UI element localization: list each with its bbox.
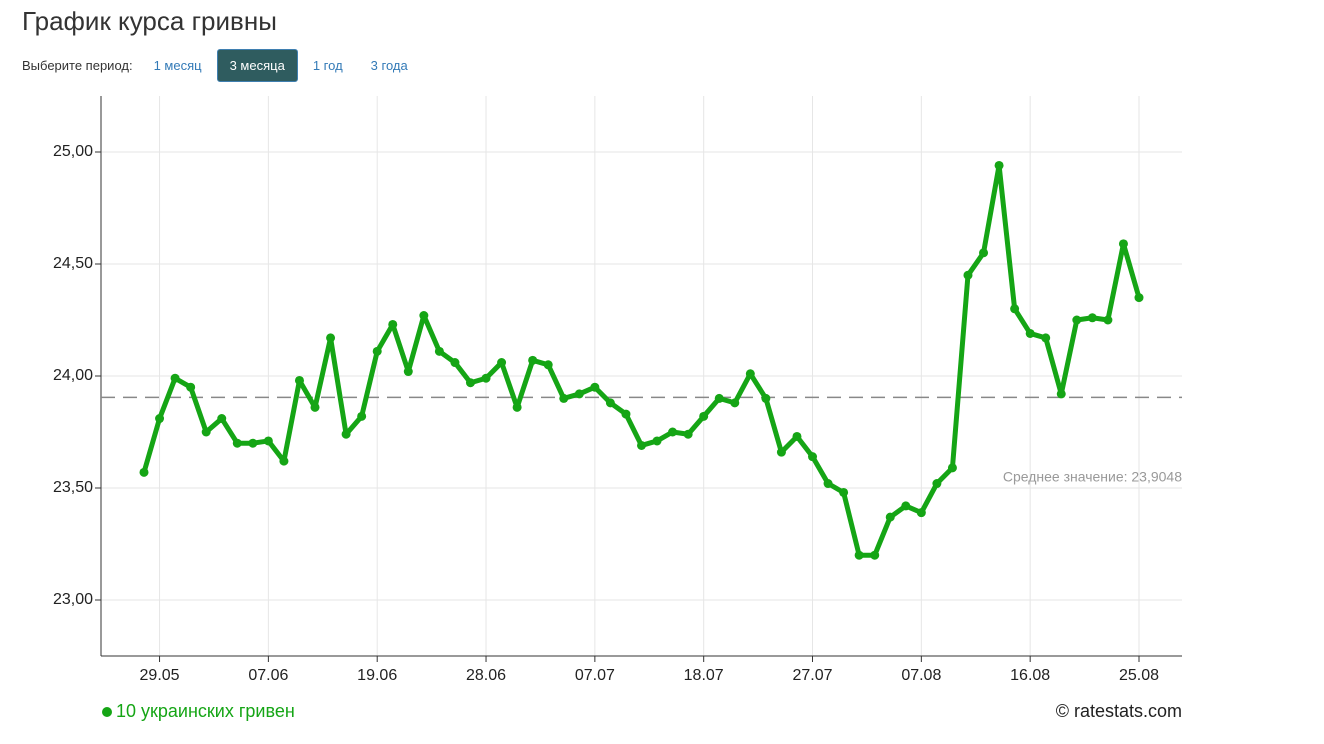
data-point bbox=[232, 438, 242, 448]
x-tick-label: 07.06 bbox=[248, 667, 288, 684]
data-point bbox=[1072, 315, 1082, 325]
data-point bbox=[776, 447, 786, 457]
series-line bbox=[141, 162, 1142, 558]
data-point bbox=[434, 346, 444, 356]
data-point bbox=[310, 402, 320, 412]
data-point bbox=[1134, 293, 1144, 303]
data-point bbox=[590, 382, 600, 392]
period-selector: Выберите период: 1 месяц 3 месяца 1 год 3 г… bbox=[22, 48, 423, 82]
data-point bbox=[201, 427, 211, 437]
data-point bbox=[1010, 304, 1020, 314]
data-point bbox=[808, 452, 818, 462]
period-option[interactable]: 3 месяца bbox=[216, 48, 298, 82]
x-tick-label: 16.08 bbox=[1010, 667, 1050, 684]
data-point bbox=[248, 438, 258, 448]
data-point bbox=[341, 429, 351, 439]
data-point bbox=[823, 479, 833, 489]
data-point bbox=[450, 358, 460, 368]
data-point bbox=[326, 333, 336, 343]
data-point bbox=[559, 393, 569, 403]
data-point bbox=[730, 398, 740, 408]
period-label: Выберите период: bbox=[22, 57, 133, 73]
period-option[interactable]: 1 год bbox=[312, 57, 343, 73]
data-point bbox=[1025, 328, 1035, 338]
data-point bbox=[792, 431, 802, 441]
data-point bbox=[186, 382, 196, 392]
data-point bbox=[605, 398, 615, 408]
x-tick-label: 07.07 bbox=[575, 667, 615, 684]
x-tick-label: 19.06 bbox=[357, 667, 397, 684]
y-tick-label: 25,00 bbox=[53, 143, 93, 160]
data-point bbox=[528, 355, 538, 365]
y-tick-label: 24,00 bbox=[53, 367, 93, 384]
data-point bbox=[932, 479, 942, 489]
y-tick-label: 24,50 bbox=[53, 255, 93, 272]
data-point bbox=[217, 414, 227, 424]
data-point bbox=[854, 550, 864, 560]
mean-label: Среднее значение: 23,9048 bbox=[1003, 469, 1182, 485]
data-point bbox=[372, 346, 382, 356]
period-option[interactable]: 3 года bbox=[370, 57, 408, 73]
data-point bbox=[170, 373, 180, 383]
data-point bbox=[839, 487, 849, 497]
credit: © ratestats.com bbox=[1056, 701, 1182, 721]
data-point bbox=[761, 393, 771, 403]
data-point bbox=[263, 436, 273, 446]
data-point bbox=[279, 456, 289, 466]
data-point bbox=[683, 429, 693, 439]
y-tick-label: 23,00 bbox=[53, 591, 93, 608]
period-option[interactable]: 1 месяц bbox=[153, 57, 202, 73]
data-point bbox=[994, 160, 1004, 170]
data-point bbox=[512, 402, 522, 412]
data-point bbox=[947, 463, 957, 473]
data-point bbox=[419, 311, 429, 321]
data-point bbox=[1103, 315, 1113, 325]
x-tick-label: 07.08 bbox=[901, 667, 941, 684]
data-point bbox=[652, 436, 662, 446]
x-tick-label: 27.07 bbox=[792, 667, 832, 684]
data-point bbox=[745, 369, 755, 379]
data-point bbox=[388, 319, 398, 329]
data-point bbox=[668, 427, 678, 437]
data-point bbox=[139, 467, 149, 477]
page-title: График курса гривны bbox=[22, 6, 277, 36]
data-point bbox=[294, 375, 304, 385]
data-point bbox=[714, 393, 724, 403]
data-point bbox=[1118, 239, 1128, 249]
legend-label: 10 украинских гривен bbox=[116, 701, 295, 721]
data-point bbox=[543, 360, 553, 370]
data-point bbox=[901, 501, 911, 511]
data-point bbox=[574, 389, 584, 399]
data-point bbox=[621, 409, 631, 419]
data-point bbox=[155, 414, 165, 424]
data-point bbox=[699, 411, 709, 421]
data-point bbox=[1087, 313, 1097, 323]
data-point bbox=[357, 411, 367, 421]
data-point bbox=[403, 367, 413, 377]
data-point bbox=[979, 248, 989, 258]
data-point bbox=[963, 270, 973, 280]
x-tick-label: 18.07 bbox=[684, 667, 724, 684]
legend-marker bbox=[102, 707, 112, 717]
data-point bbox=[1041, 333, 1051, 343]
x-tick-label: 28.06 bbox=[466, 667, 506, 684]
data-point bbox=[481, 373, 491, 383]
data-point bbox=[465, 378, 475, 388]
data-point bbox=[870, 550, 880, 560]
data-point bbox=[916, 508, 926, 518]
data-point bbox=[637, 440, 646, 450]
data-point bbox=[885, 512, 895, 522]
x-tick-label: 25.08 bbox=[1119, 667, 1159, 684]
data-point bbox=[497, 358, 507, 368]
x-tick-label: 29.05 bbox=[140, 667, 180, 684]
y-tick-label: 23,50 bbox=[53, 479, 93, 496]
data-point bbox=[1056, 389, 1066, 399]
